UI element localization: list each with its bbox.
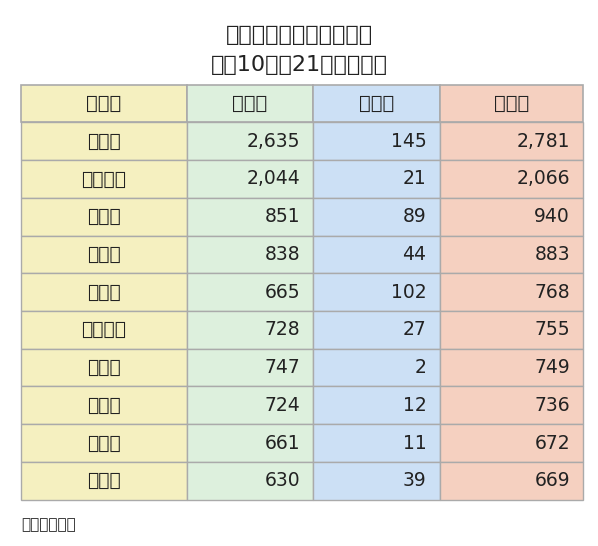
Text: 768: 768 [534, 283, 570, 301]
Text: 11: 11 [403, 434, 426, 453]
Text: 21: 21 [403, 169, 426, 188]
Text: 単位：百万円: 単位：百万円 [21, 518, 76, 532]
Text: 滋　賀: 滋 賀 [87, 434, 121, 453]
Text: 群　馬: 群 馬 [87, 245, 121, 264]
Text: 地銀の生損保手数料収入: 地銀の生損保手数料収入 [225, 25, 373, 45]
Text: 生　保: 生 保 [233, 94, 268, 113]
Text: 静　岡: 静 岡 [87, 132, 121, 151]
Text: 630: 630 [264, 471, 300, 490]
Text: 12: 12 [403, 396, 426, 415]
Text: 南　都: 南 都 [87, 396, 121, 415]
Text: 883: 883 [534, 245, 570, 264]
Text: 145: 145 [391, 132, 426, 151]
Text: 724: 724 [264, 396, 300, 415]
Text: 銀行名: 銀行名 [86, 94, 121, 113]
Text: 665: 665 [264, 283, 300, 301]
Text: 十八親和: 十八親和 [81, 321, 126, 339]
Text: 39: 39 [403, 471, 426, 490]
Text: 筑　波: 筑 波 [87, 358, 121, 377]
Text: 2,044: 2,044 [246, 169, 300, 188]
Text: 損　保: 損 保 [359, 94, 394, 113]
Text: 27: 27 [403, 321, 426, 339]
Text: 851: 851 [264, 207, 300, 226]
Text: 合　計: 合 計 [494, 94, 529, 113]
Text: 福　岡: 福 岡 [87, 207, 121, 226]
Text: 940: 940 [534, 207, 570, 226]
Text: 102: 102 [391, 283, 426, 301]
Text: 広　島: 広 島 [87, 471, 121, 490]
Text: 千　葉: 千 葉 [87, 283, 121, 301]
Text: 736: 736 [534, 396, 570, 415]
Text: 第四北越: 第四北越 [81, 169, 126, 188]
Text: 728: 728 [264, 321, 300, 339]
Text: 755: 755 [534, 321, 570, 339]
Text: 上位10行（21年度上期）: 上位10行（21年度上期） [210, 55, 388, 75]
Text: 749: 749 [534, 358, 570, 377]
Text: 2,781: 2,781 [517, 132, 570, 151]
Text: 669: 669 [534, 471, 570, 490]
Text: 838: 838 [264, 245, 300, 264]
Text: 672: 672 [534, 434, 570, 453]
Text: 89: 89 [403, 207, 426, 226]
Text: 2,066: 2,066 [517, 169, 570, 188]
Text: 2,635: 2,635 [246, 132, 300, 151]
Text: 44: 44 [402, 245, 426, 264]
Text: 747: 747 [264, 358, 300, 377]
Text: 2: 2 [414, 358, 426, 377]
Text: 661: 661 [264, 434, 300, 453]
